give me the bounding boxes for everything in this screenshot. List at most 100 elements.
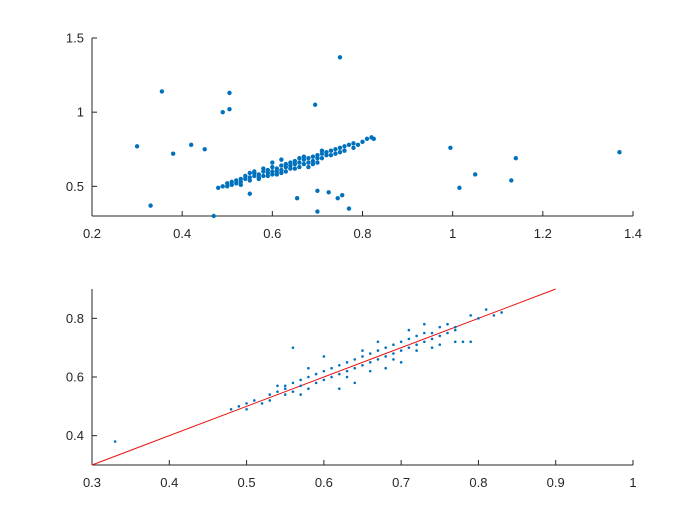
scatter-point	[234, 178, 239, 183]
scatter-point	[399, 361, 403, 364]
scatter-point	[306, 164, 311, 170]
scatter-point	[392, 352, 395, 355]
scatter-point	[188, 142, 194, 147]
scatter-point	[270, 164, 275, 170]
scatter-point	[297, 155, 302, 161]
y-tick-label: 0.8	[66, 311, 84, 326]
scatter-point	[279, 163, 284, 168]
scatter-point	[345, 375, 349, 379]
scatter-point	[430, 331, 434, 335]
scatter-point	[247, 178, 252, 183]
scatter-point	[376, 358, 380, 361]
scatter-point	[279, 170, 284, 176]
scatter-point	[324, 152, 329, 158]
scatter-point	[268, 399, 272, 402]
scatter-point	[617, 150, 622, 155]
scatter-point	[229, 407, 233, 411]
scatter-point	[291, 381, 295, 385]
scatter-point	[256, 176, 262, 182]
scatter-point	[368, 369, 372, 373]
scatter-point	[245, 407, 248, 411]
x-tick-label: 0.3	[83, 475, 101, 490]
y-tick-label: 0.6	[66, 370, 84, 385]
scatter-point	[492, 314, 496, 317]
scatter-point	[330, 375, 333, 379]
scatter-point	[448, 145, 453, 150]
scatter-point	[328, 148, 334, 153]
scatter-point	[314, 372, 318, 376]
scatter-point	[314, 381, 318, 385]
scatter-point	[307, 366, 310, 370]
scatter-point	[399, 340, 403, 344]
scatter-point	[446, 322, 449, 326]
scatter-point	[274, 172, 280, 177]
scatter-point	[292, 166, 298, 171]
scatter-point	[261, 166, 266, 171]
scatter-point	[392, 343, 395, 347]
scatter-point	[319, 148, 325, 153]
scatter-point	[361, 349, 364, 352]
scatter-point	[270, 172, 275, 177]
y-tick-label: 1.5	[66, 31, 84, 46]
scatter-point	[361, 363, 364, 367]
scatter-point	[335, 196, 340, 201]
scatter-point	[238, 176, 243, 182]
scatter-point	[312, 102, 318, 107]
scatter-point	[310, 161, 316, 167]
x-tick-label: 0.6	[315, 475, 333, 490]
scatter-point	[247, 191, 252, 196]
scatter-point	[283, 161, 289, 167]
scatter-point	[276, 384, 279, 388]
scatter-point	[407, 328, 411, 332]
scatter-point	[292, 158, 298, 164]
scatter-point	[288, 166, 293, 171]
scatter-point	[342, 144, 347, 149]
scatter-point	[265, 173, 271, 179]
scatter-point	[306, 160, 311, 165]
scatter-point	[384, 346, 387, 349]
x-tick-label: 1.2	[534, 226, 552, 241]
scatter-point	[457, 185, 462, 191]
scatter-point	[134, 144, 140, 149]
scatter-point	[415, 343, 418, 347]
scatter-point	[247, 170, 252, 176]
scatter-point	[338, 363, 341, 367]
scatter-point	[361, 355, 364, 358]
x-tick-label: 1.4	[624, 226, 642, 241]
x-tick-label: 0.6	[263, 226, 281, 241]
scatter-point	[407, 337, 411, 341]
scatter-point	[477, 317, 480, 320]
scatter-point	[415, 349, 418, 352]
x-tick-label: 0.8	[469, 475, 487, 490]
scatter-point	[253, 399, 256, 402]
scatter-point	[283, 393, 287, 396]
scatter-point	[509, 178, 514, 183]
scatter-point	[430, 346, 434, 349]
x-tick-label: 0.8	[353, 226, 371, 241]
scatter-point	[294, 196, 300, 201]
scatter-point	[461, 340, 465, 344]
y-tick-label: 1	[77, 105, 84, 120]
scatter-point	[315, 188, 320, 193]
scatter-point	[227, 107, 232, 112]
scatter-point	[469, 314, 473, 317]
scatter-point	[371, 136, 376, 142]
scatter-point	[113, 440, 117, 443]
scatter-point	[265, 167, 271, 173]
scatter-point	[202, 147, 207, 152]
scatter-point	[211, 213, 216, 219]
scatter-point	[216, 185, 221, 191]
scatter-point	[270, 160, 275, 165]
scatter-point	[299, 378, 302, 382]
scatter-point	[322, 355, 326, 358]
scatter-point	[337, 55, 343, 60]
y-tick-label: 0.5	[66, 179, 84, 194]
x-tick-label: 0.5	[238, 475, 256, 490]
scatter-point	[337, 150, 343, 155]
x-tick-label: 1	[629, 475, 636, 490]
scatter-point	[301, 154, 307, 159]
scatter-point	[268, 393, 272, 396]
scatter-point	[351, 145, 356, 150]
scatter-point	[384, 355, 387, 358]
scatter-point	[315, 209, 320, 214]
